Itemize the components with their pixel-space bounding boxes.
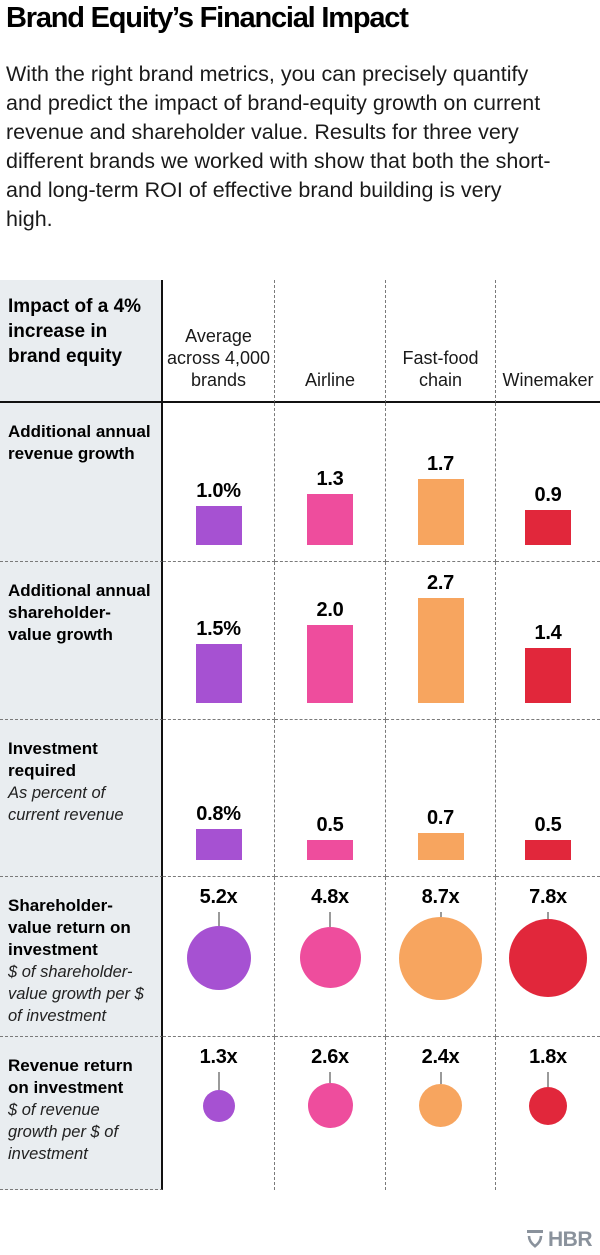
value-label: 1.4 bbox=[534, 622, 562, 644]
bar bbox=[525, 510, 571, 545]
row-label: Investment required As percent of current… bbox=[0, 720, 163, 877]
value-label: 5.2x bbox=[199, 886, 238, 908]
bar bbox=[525, 840, 571, 860]
bar-cell: 1.0% bbox=[163, 403, 275, 562]
metric-name: Additional annual revenue growth bbox=[8, 422, 151, 463]
bar-cell: 0.7 bbox=[386, 720, 496, 877]
stem-line bbox=[547, 1072, 549, 1087]
bubble-cell: 1.8x bbox=[496, 1037, 600, 1190]
intro-paragraph: With the right brand metrics, you can pr… bbox=[6, 62, 551, 231]
value-label: 0.5 bbox=[316, 814, 344, 836]
bubble bbox=[186, 926, 251, 990]
bar bbox=[417, 833, 464, 860]
bar-cell: 0.9 bbox=[496, 403, 600, 562]
value-label: 1.5% bbox=[196, 618, 241, 640]
bar bbox=[195, 829, 242, 860]
value-label: 8.7x bbox=[421, 886, 460, 908]
bubble bbox=[307, 1083, 353, 1128]
row-label: Shareholder-value return on investment $ … bbox=[0, 877, 163, 1037]
bubble bbox=[202, 1090, 235, 1122]
column-header-4: Winemaker bbox=[496, 280, 600, 403]
value-label: 2.0 bbox=[316, 599, 344, 621]
value-label: 2.4x bbox=[421, 1046, 460, 1068]
bar bbox=[525, 648, 571, 703]
table-corner-label: Impact of a 4% increase in brand equity bbox=[0, 280, 163, 403]
column-header-label: Airline bbox=[304, 370, 356, 390]
bar bbox=[195, 644, 242, 703]
bubble bbox=[299, 927, 361, 988]
stem-line bbox=[439, 912, 442, 917]
bar-cell: 2.7 bbox=[386, 562, 496, 720]
bar bbox=[195, 506, 242, 545]
bubble-cell: 2.4x bbox=[386, 1037, 496, 1190]
value-label: 0.8% bbox=[196, 803, 241, 825]
bar-cell: 0.8% bbox=[163, 720, 275, 877]
value-label: 0.7 bbox=[427, 807, 454, 829]
column-header-label: Fast-food chain bbox=[402, 348, 479, 390]
stem-line bbox=[329, 1072, 331, 1083]
row-label: Revenue return on investment $ of revenue… bbox=[0, 1037, 163, 1190]
brand-equity-table: Impact of a 4% increase in brand equity … bbox=[0, 280, 600, 1190]
metric-note: $ of shareholder-value growth per $ of i… bbox=[8, 963, 144, 1025]
column-header-label: Winemaker bbox=[502, 370, 594, 390]
bar-cell: 1.5% bbox=[163, 562, 275, 720]
bubble bbox=[509, 919, 587, 997]
metric-name: Additional annual shareholder-value grow… bbox=[8, 581, 151, 644]
bar bbox=[307, 840, 353, 860]
page-title: Brand Equity’s Financial Impact bbox=[6, 2, 409, 34]
bubble bbox=[419, 1084, 462, 1127]
bubble-cell: 5.2x bbox=[163, 877, 275, 1037]
bubble-cell: 8.7x bbox=[386, 877, 496, 1037]
hbr-shield-icon bbox=[525, 1229, 545, 1251]
column-header-label: Average across 4,000 brands bbox=[166, 326, 271, 390]
column-header-1: Average across 4,000 brands bbox=[163, 280, 275, 403]
value-label: 2.7 bbox=[427, 572, 454, 594]
value-label: 1.7 bbox=[427, 453, 454, 475]
value-label: 0.9 bbox=[534, 484, 562, 506]
bar-cell: 1.4 bbox=[496, 562, 600, 720]
bar-cell: 0.5 bbox=[496, 720, 600, 877]
bubble bbox=[529, 1087, 567, 1125]
bubble-cell: 4.8x bbox=[275, 877, 386, 1037]
bar bbox=[417, 598, 464, 703]
value-label: 1.3 bbox=[316, 468, 344, 490]
metric-note: As percent of current revenue bbox=[8, 784, 124, 824]
bubble bbox=[399, 917, 482, 1000]
stem-line bbox=[329, 912, 331, 927]
stem-line bbox=[439, 1072, 442, 1084]
row-label: Additional annual shareholder-value grow… bbox=[0, 562, 163, 720]
value-label: 1.3x bbox=[199, 1046, 238, 1068]
bar-cell: 0.5 bbox=[275, 720, 386, 877]
bubble-cell: 2.6x bbox=[275, 1037, 386, 1190]
value-label: 0.5 bbox=[534, 814, 562, 836]
bar bbox=[417, 479, 464, 545]
metric-name: Investment required bbox=[8, 739, 98, 780]
bar-cell: 1.7 bbox=[386, 403, 496, 562]
hbr-logo: HBR bbox=[525, 1228, 593, 1251]
stem-line bbox=[217, 1072, 220, 1090]
metric-name: Revenue return on investment bbox=[8, 1056, 133, 1097]
bar-cell: 1.3 bbox=[275, 403, 386, 562]
metric-note: $ of revenue growth per $ of investment bbox=[8, 1101, 119, 1163]
bar bbox=[307, 625, 353, 703]
bar-cell: 2.0 bbox=[275, 562, 386, 720]
bubble-cell: 1.3x bbox=[163, 1037, 275, 1190]
hbr-logo-text: HBR bbox=[548, 1228, 593, 1251]
value-label: 4.8x bbox=[311, 886, 349, 908]
value-label: 1.0% bbox=[196, 480, 241, 502]
column-header-3: Fast-food chain bbox=[386, 280, 496, 403]
bar bbox=[307, 494, 353, 545]
row-label: Additional annual revenue growth bbox=[0, 403, 163, 562]
value-label: 1.8x bbox=[529, 1046, 567, 1068]
value-label: 2.6x bbox=[311, 1046, 349, 1068]
stem-line bbox=[547, 912, 549, 919]
value-label: 7.8x bbox=[529, 886, 567, 908]
bubble-cell: 7.8x bbox=[496, 877, 600, 1037]
metric-name: Shareholder-value return on investment bbox=[8, 896, 131, 959]
column-header-2: Airline bbox=[275, 280, 386, 403]
stem-line bbox=[217, 912, 220, 926]
